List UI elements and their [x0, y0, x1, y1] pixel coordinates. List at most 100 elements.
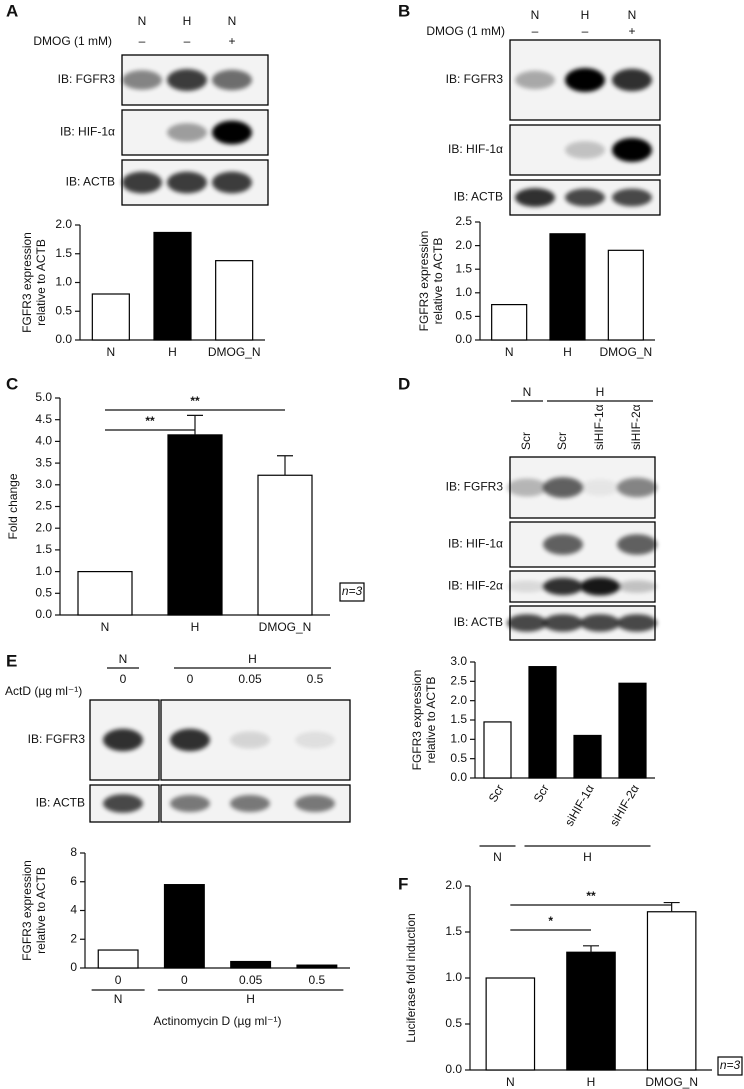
- bar: [296, 964, 338, 969]
- panel-letter: A: [6, 1, 18, 20]
- y-tick-label: 0.5: [35, 585, 52, 599]
- error-bar: [187, 414, 203, 435]
- blot-band: [543, 534, 583, 555]
- x-tick-label: DMOG_N: [208, 345, 261, 359]
- y-axis-label: FGFR3 expression: [417, 231, 431, 332]
- x-tick-label: DMOG_N: [645, 1075, 698, 1089]
- blot-band: [612, 188, 652, 207]
- x-group-label: N: [114, 992, 123, 1006]
- blot-band: [295, 795, 335, 812]
- treatment-mark: –: [139, 34, 146, 48]
- bar: [230, 960, 272, 969]
- bar: [153, 231, 192, 341]
- y-tick-label: 3.0: [450, 654, 467, 668]
- y-tick-label: 6: [70, 874, 77, 888]
- bar: [528, 666, 557, 779]
- y-tick-label: 0.0: [55, 332, 72, 346]
- significance-label: **: [145, 414, 155, 428]
- blot-band: [103, 728, 143, 752]
- y-tick-label: 1.0: [455, 285, 472, 299]
- y-axis-label: FGFR3 expression: [410, 670, 424, 771]
- x-tick-label: H: [563, 345, 572, 359]
- bar: [483, 721, 512, 779]
- panel-letter: E: [6, 651, 17, 670]
- x-tick-label: Scr: [531, 782, 552, 805]
- y-tick-label: 1.5: [35, 542, 52, 556]
- panel-letter: C: [6, 374, 18, 393]
- blot-band: [122, 171, 162, 194]
- lane-group-label: N: [531, 8, 540, 22]
- y-tick-label: 5.0: [35, 390, 52, 404]
- lane-group-label: N: [228, 14, 237, 28]
- x-tick-label: N: [101, 620, 110, 634]
- bar: [491, 304, 528, 341]
- blot-band: [580, 614, 620, 632]
- y-tick-label: 1.0: [450, 732, 467, 746]
- y-axis-label: FGFR3 expression: [20, 860, 34, 961]
- blot-band: [170, 795, 210, 812]
- x-tick-label: H: [587, 1075, 596, 1089]
- error-bar: [663, 901, 680, 912]
- blot-band: [515, 70, 555, 90]
- lane-group-label: N: [138, 14, 147, 28]
- y-tick-label: 0.0: [35, 607, 52, 621]
- y-tick-label: 2.0: [55, 217, 72, 231]
- panel-letter: B: [398, 1, 410, 20]
- bar: [91, 293, 130, 341]
- x-tick-label: Scr: [486, 782, 507, 805]
- blot-band: [167, 123, 207, 142]
- blot-band: [617, 614, 657, 632]
- blot-band: [122, 70, 162, 90]
- x-tick-label: H: [168, 345, 177, 359]
- bar: [97, 949, 139, 969]
- lane-label: 0: [120, 672, 127, 686]
- y-tick-label: 2.0: [455, 238, 472, 252]
- bar: [77, 570, 133, 616]
- y-axis-label: Luciferase fold induction: [404, 913, 418, 1042]
- bar: [257, 474, 313, 616]
- blot-band: [230, 795, 270, 812]
- blot-band: [580, 479, 620, 496]
- x-group-label: H: [583, 850, 592, 864]
- y-tick-label: 2: [70, 931, 77, 945]
- x-tick-label: N: [506, 1075, 515, 1089]
- y-axis-label: relative to ACTB: [34, 867, 48, 954]
- blot-band: [617, 477, 657, 498]
- y-tick-label: 1.0: [445, 970, 462, 984]
- x-tick-label: siHIF-1α: [562, 782, 597, 829]
- y-tick-label: 0.0: [450, 770, 467, 784]
- bar: [163, 884, 205, 969]
- y-tick-label: 4.5: [35, 412, 52, 426]
- blot-band: [565, 68, 605, 92]
- bar: [549, 233, 586, 341]
- y-tick-label: 1.5: [445, 924, 462, 938]
- blot-label: IB: ACTB: [454, 190, 503, 204]
- y-tick-label: 0.5: [55, 303, 72, 317]
- blot-label: IB: ACTB: [36, 796, 85, 810]
- blot-band: [543, 477, 583, 498]
- y-tick-label: 2.5: [35, 499, 52, 513]
- x-tick-label: N: [106, 345, 115, 359]
- blot-band: [212, 171, 252, 194]
- y-tick-label: 0.0: [455, 332, 472, 346]
- lane-label: 0.5: [307, 672, 324, 686]
- x-axis-label: Actinomycin D (µg ml⁻¹): [154, 1014, 282, 1028]
- blot-band: [612, 68, 652, 92]
- blot-label: IB: ACTB: [66, 175, 115, 189]
- bar: [215, 260, 254, 341]
- blot-label: IB: HIF-1α: [60, 125, 115, 139]
- treatment-label: ActD (µg ml⁻¹): [5, 684, 82, 698]
- y-tick-label: 1.5: [455, 261, 472, 275]
- bar: [566, 951, 616, 1071]
- blot-label: IB: FGFR3: [446, 480, 504, 494]
- y-tick-label: 0.0: [445, 1062, 462, 1076]
- blot-label: IB: HIF-1α: [448, 142, 503, 156]
- blot-band: [565, 141, 605, 159]
- panel-letter: D: [398, 374, 410, 393]
- blot-band: [612, 138, 652, 162]
- blot-band: [515, 188, 555, 207]
- lane-group-label: H: [581, 8, 590, 22]
- blot-band: [617, 580, 657, 593]
- significance-label: *: [548, 914, 553, 928]
- y-tick-label: 0: [70, 960, 77, 974]
